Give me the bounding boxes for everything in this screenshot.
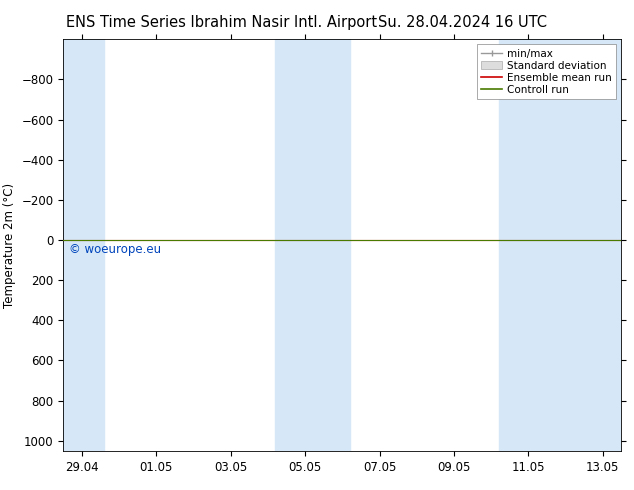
Legend: min/max, Standard deviation, Ensemble mean run, Controll run: min/max, Standard deviation, Ensemble me… xyxy=(477,45,616,99)
Text: ENS Time Series Ibrahim Nasir Intl. Airport: ENS Time Series Ibrahim Nasir Intl. Airp… xyxy=(67,15,377,30)
Bar xyxy=(498,39,621,451)
Text: Su. 28.04.2024 16 UTC: Su. 28.04.2024 16 UTC xyxy=(378,15,547,30)
Bar xyxy=(275,39,350,451)
Y-axis label: Temperature 2m (°C): Temperature 2m (°C) xyxy=(3,182,16,308)
Bar xyxy=(63,39,105,451)
Text: © woeurope.eu: © woeurope.eu xyxy=(69,243,161,256)
